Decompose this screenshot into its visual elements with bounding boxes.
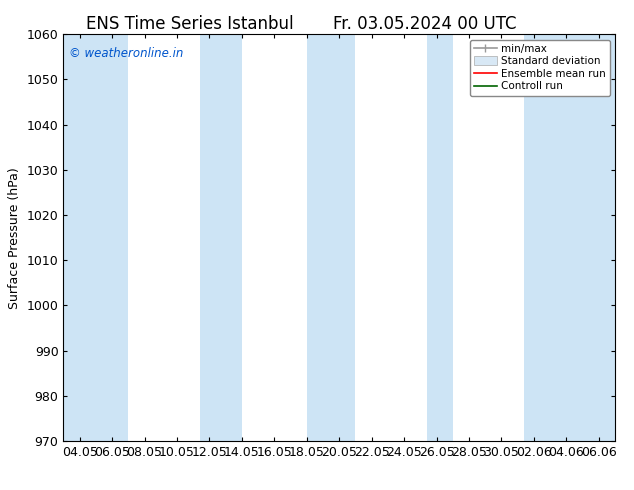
Bar xyxy=(524,34,583,441)
Text: © weatheronline.in: © weatheronline.in xyxy=(69,47,183,59)
Y-axis label: Surface Pressure (hPa): Surface Pressure (hPa) xyxy=(8,167,21,309)
Legend: min/max, Standard deviation, Ensemble mean run, Controll run: min/max, Standard deviation, Ensemble me… xyxy=(470,40,610,96)
Bar xyxy=(427,34,453,441)
Bar xyxy=(583,34,615,441)
Text: Fr. 03.05.2024 00 UTC: Fr. 03.05.2024 00 UTC xyxy=(333,15,517,33)
Text: ENS Time Series Istanbul: ENS Time Series Istanbul xyxy=(86,15,294,33)
Bar xyxy=(63,34,128,441)
Bar xyxy=(200,34,242,441)
Bar xyxy=(307,34,356,441)
